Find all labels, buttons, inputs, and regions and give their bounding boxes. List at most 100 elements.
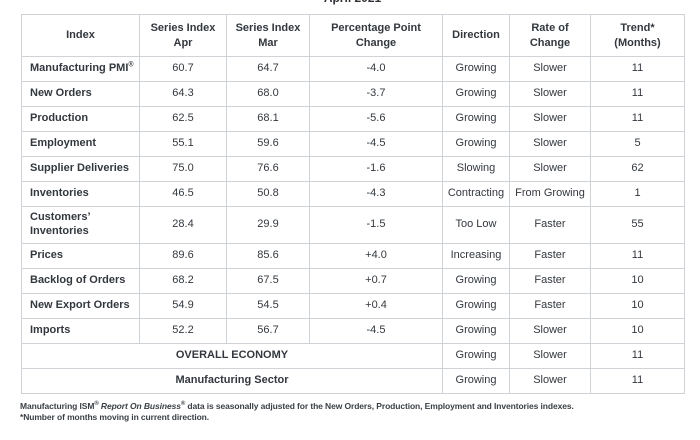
rate-cell: Slower: [509, 156, 591, 182]
pct-change-cell: -3.7: [309, 81, 443, 107]
direction-cell: Growing: [442, 367, 510, 394]
summary-row-overall-economy: OVERALL ECONOMY Growing Slower 11: [21, 342, 685, 369]
direction-cell: Growing: [442, 106, 510, 132]
index-label-cell: New Orders: [21, 81, 140, 107]
pct-change-cell: -1.5: [309, 206, 443, 244]
table-row: Backlog of Orders 68.2 67.5 +0.7 Growing…: [21, 267, 685, 294]
direction-cell: Growing: [442, 56, 510, 82]
registered-mark: ®: [94, 400, 99, 407]
direction-cell: Slowing: [442, 156, 510, 182]
series-apr-cell: 75.0: [139, 156, 227, 182]
direction-cell: Growing: [442, 131, 510, 157]
table-row: Supplier Deliveries 75.0 76.6 -1.6 Slowi…: [21, 156, 685, 182]
trend-cell: 11: [590, 342, 685, 369]
table-row: Prices 89.6 85.6 +4.0 Increasing Faster …: [21, 242, 685, 269]
rate-cell: Faster: [509, 206, 591, 244]
header-direction: Direction: [442, 14, 510, 57]
series-mar-cell: 29.9: [226, 206, 310, 244]
series-apr-cell: 68.2: [139, 267, 227, 294]
rate-cell: Faster: [509, 267, 591, 294]
index-label-cell: Manufacturing PMI®: [21, 56, 140, 82]
rate-cell: Slower: [509, 81, 591, 107]
pct-change-cell: -4.3: [309, 181, 443, 207]
footnote-prefix: Manufacturing ISM: [20, 400, 95, 411]
header-trend: Trend* (Months): [590, 14, 685, 57]
series-apr-cell: 64.3: [139, 81, 227, 107]
rate-cell: From Growing: [509, 181, 591, 207]
header-index: Index: [21, 14, 140, 57]
summary-body: OVERALL ECONOMY Growing Slower 11 Manufa…: [21, 342, 685, 394]
trend-cell: 10: [590, 292, 685, 319]
series-apr-cell: 52.2: [139, 317, 227, 344]
pct-change-cell: -5.6: [309, 106, 443, 132]
index-label-cell: Backlog of Orders: [21, 267, 140, 294]
header-series-apr: Series Index Apr: [139, 14, 227, 57]
series-mar-cell: 59.6: [226, 131, 310, 157]
footnote-line-1: Manufacturing ISM® Report On Business® d…: [20, 401, 680, 412]
series-mar-cell: 64.7: [226, 56, 310, 82]
series-mar-cell: 76.6: [226, 156, 310, 182]
header-row: Index Series Index Apr Series Index Mar …: [21, 14, 685, 57]
table-body: Manufacturing PMI® 60.7 64.7 -4.0 Growin…: [21, 56, 685, 344]
pct-change-cell: -1.6: [309, 156, 443, 182]
table-row: Imports 52.2 56.7 -4.5 Growing Slower 10: [21, 317, 685, 344]
pct-change-cell: -4.5: [309, 131, 443, 157]
table-row: New Orders 64.3 68.0 -3.7 Growing Slower…: [21, 81, 685, 107]
trend-cell: 11: [590, 242, 685, 269]
trend-cell: 11: [590, 56, 685, 82]
series-apr-cell: 54.9: [139, 292, 227, 319]
series-mar-cell: 67.5: [226, 267, 310, 294]
index-label-cell: Prices: [21, 242, 140, 269]
header-series-mar: Series Index Mar: [226, 14, 310, 57]
pct-change-cell: +0.7: [309, 267, 443, 294]
series-apr-cell: 60.7: [139, 56, 227, 82]
trend-cell: 10: [590, 317, 685, 344]
index-label-cell: Employment: [21, 131, 140, 157]
footnote-line-2: *Number of months moving in current dire…: [20, 411, 210, 422]
direction-cell: Growing: [442, 292, 510, 319]
series-mar-cell: 68.0: [226, 81, 310, 107]
series-apr-cell: 55.1: [139, 131, 227, 157]
direction-cell: Growing: [442, 81, 510, 107]
trend-cell: 10: [590, 267, 685, 294]
header-pct-change: Percentage Point Change: [309, 14, 443, 57]
header-rate-of-change: Rate of Change: [509, 14, 591, 57]
registered-mark: ®: [180, 400, 186, 407]
index-label-cell: Inventories: [21, 181, 140, 207]
direction-cell: Contracting: [442, 181, 510, 207]
pct-change-cell: -4.0: [309, 56, 443, 82]
trend-cell: 11: [590, 81, 685, 107]
rate-cell: Slower: [509, 317, 591, 344]
index-label-cell: Production: [21, 106, 140, 132]
pmi-summary-table: Index Series Index Apr Series Index Mar …: [21, 14, 685, 394]
series-apr-cell: 89.6: [139, 242, 227, 269]
footnote: Manufacturing ISM® Report On Business® d…: [20, 401, 680, 423]
rate-cell: Slower: [509, 367, 591, 394]
table-row: Manufacturing PMI® 60.7 64.7 -4.0 Growin…: [21, 56, 685, 82]
trend-cell: 11: [590, 367, 685, 394]
series-mar-cell: 85.6: [226, 242, 310, 269]
index-label-cell: Supplier Deliveries: [21, 156, 140, 182]
rate-cell: Slower: [509, 106, 591, 132]
summary-label: OVERALL ECONOMY: [21, 342, 443, 369]
series-mar-cell: 50.8: [226, 181, 310, 207]
table-row: New Export Orders 54.9 54.5 +0.4 Growing…: [21, 292, 685, 319]
report-title-clip: April 2021: [21, 0, 684, 8]
direction-cell: Growing: [442, 342, 510, 369]
series-mar-cell: 54.5: [226, 292, 310, 319]
trend-cell: 55: [590, 206, 685, 244]
trend-cell: 11: [590, 106, 685, 132]
series-apr-cell: 28.4: [139, 206, 227, 244]
trend-cell: 62: [590, 156, 685, 182]
pct-change-cell: +4.0: [309, 242, 443, 269]
table-row: Inventories 46.5 50.8 -4.3 Contracting F…: [21, 181, 685, 207]
rate-cell: Slower: [509, 342, 591, 369]
direction-cell: Growing: [442, 267, 510, 294]
index-label-cell: Imports: [21, 317, 140, 344]
pct-change-cell: -4.5: [309, 317, 443, 344]
series-apr-cell: 62.5: [139, 106, 227, 132]
index-label-cell: Customers’ Inventories: [21, 206, 140, 244]
table-row: Employment 55.1 59.6 -4.5 Growing Slower…: [21, 131, 685, 157]
table-row: Customers’ Inventories 28.4 29.9 -1.5 To…: [21, 206, 685, 244]
